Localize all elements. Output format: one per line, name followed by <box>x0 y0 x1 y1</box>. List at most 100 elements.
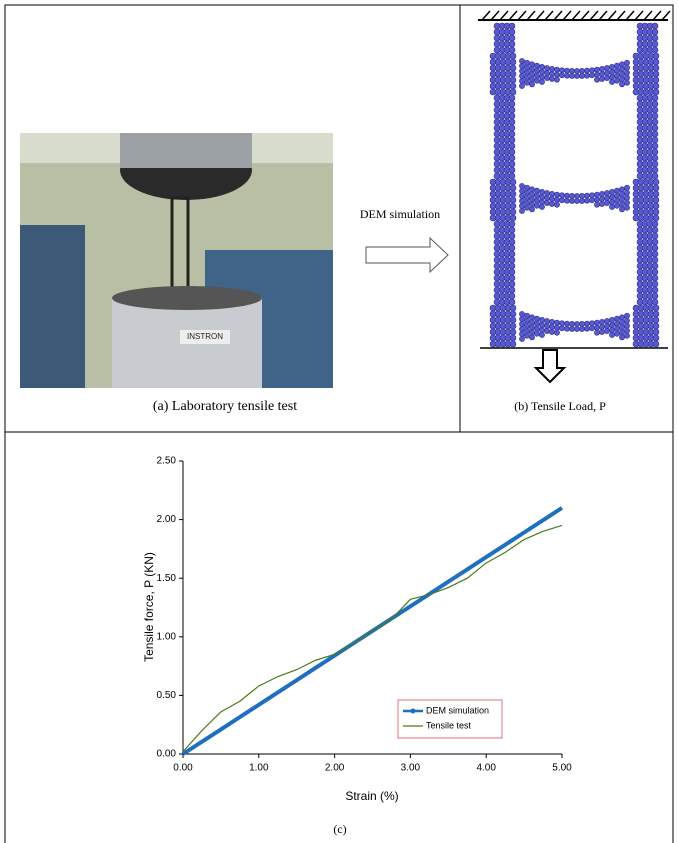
particle <box>529 82 534 87</box>
particle <box>652 23 658 29</box>
particle <box>619 82 624 87</box>
particle <box>524 328 529 333</box>
particle <box>564 68 569 73</box>
particle <box>609 327 614 332</box>
particle <box>579 198 584 203</box>
arrow <box>366 238 448 272</box>
particle <box>534 193 539 198</box>
particle <box>609 64 614 69</box>
particle <box>549 324 554 329</box>
particle <box>574 321 579 326</box>
particle <box>510 191 516 197</box>
particle <box>510 323 516 329</box>
particle <box>609 204 614 209</box>
particle <box>614 198 619 203</box>
particle <box>509 107 515 113</box>
particle <box>519 203 524 208</box>
particle <box>653 185 659 191</box>
particle <box>579 73 584 78</box>
hatch <box>482 11 490 20</box>
particle <box>509 239 515 245</box>
particle <box>510 341 516 347</box>
particle <box>653 89 659 95</box>
particle <box>544 323 549 328</box>
particle <box>554 320 559 325</box>
particle <box>544 195 549 200</box>
particle <box>652 35 658 41</box>
particle <box>599 191 604 196</box>
particle <box>549 329 554 334</box>
particle <box>524 65 529 70</box>
particle <box>549 196 554 201</box>
particle <box>559 198 564 203</box>
particle <box>554 325 559 330</box>
particle <box>614 316 619 321</box>
particle <box>564 198 569 203</box>
particle <box>594 67 599 72</box>
particle <box>609 199 614 204</box>
particle <box>653 77 659 83</box>
particle <box>624 318 629 323</box>
particle <box>510 77 516 83</box>
particle <box>539 189 544 194</box>
particle <box>509 143 515 149</box>
particle <box>652 293 658 299</box>
dem-diagram <box>478 11 670 382</box>
hatch <box>599 11 607 20</box>
particle <box>564 321 569 326</box>
particle <box>604 323 609 328</box>
particle <box>589 73 594 78</box>
photo-label: INSTRON <box>187 332 223 341</box>
particle <box>529 320 534 325</box>
particle <box>624 70 629 75</box>
particle <box>624 328 629 333</box>
particle <box>653 215 659 221</box>
particle <box>524 60 529 65</box>
particle <box>652 101 658 107</box>
particle <box>554 197 559 202</box>
particle <box>653 329 659 335</box>
particle <box>569 198 574 203</box>
particle <box>510 215 516 221</box>
particle <box>534 68 539 73</box>
particle <box>524 80 529 85</box>
particle <box>519 316 524 321</box>
particle <box>524 333 529 338</box>
particle <box>599 76 604 81</box>
particle <box>519 193 524 198</box>
particle <box>544 318 549 323</box>
particle <box>624 205 629 210</box>
particle <box>594 192 599 197</box>
particle <box>529 325 534 330</box>
particle <box>604 195 609 200</box>
particle <box>614 203 619 208</box>
particle <box>652 239 658 245</box>
particle <box>509 149 515 155</box>
particle <box>509 173 515 179</box>
particle <box>624 80 629 85</box>
particle <box>519 331 524 336</box>
particle <box>549 201 554 206</box>
particle <box>584 68 589 73</box>
particle <box>554 77 559 82</box>
particle <box>534 78 539 83</box>
particle <box>574 198 579 203</box>
particle <box>534 326 539 331</box>
particle <box>609 79 614 84</box>
particle <box>624 323 629 328</box>
particle <box>519 68 524 73</box>
particle <box>624 185 629 190</box>
particle <box>509 161 515 167</box>
particle <box>534 73 539 78</box>
particle <box>589 326 594 331</box>
particle <box>519 198 524 203</box>
hatch <box>635 11 643 20</box>
particle <box>524 190 529 195</box>
particle <box>619 315 624 320</box>
particle <box>539 69 544 74</box>
particle <box>609 74 614 79</box>
particle <box>653 305 659 311</box>
particle <box>652 233 658 239</box>
particle <box>539 79 544 84</box>
particle <box>559 68 564 73</box>
